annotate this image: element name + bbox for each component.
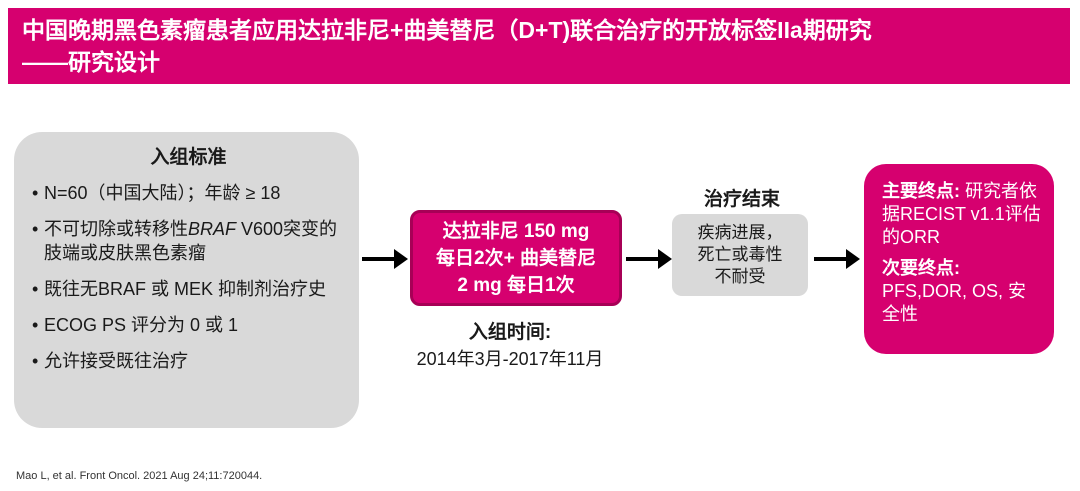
treatment-box: 达拉非尼 150 mg 每日2次+ 曲美替尼 2 mg 每日1次 xyxy=(410,210,622,306)
slide-header: 中国晚期黑色素瘤患者应用达拉非尼+曲美替尼（D+T)联合治疗的开放标签IIa期研… xyxy=(8,8,1070,84)
gene-name: BRAF xyxy=(188,219,237,239)
treatment-line-2: 每日2次+ 曲美替尼 xyxy=(436,247,596,269)
treatment-end-line-3: 不耐受 xyxy=(714,267,766,286)
treatment-line-1: 达拉非尼 150 mg xyxy=(442,220,590,242)
primary-endpoint-label: 主要终点: xyxy=(882,181,960,201)
arrow-end-to-endpoints xyxy=(814,249,860,269)
secondary-endpoint-label: 次要终点: xyxy=(882,258,960,278)
criteria-item-prior-inhibitor: 既往无BRAF 或 MEK 抑制剂治疗史 xyxy=(32,277,345,301)
inclusion-criteria-title: 入组标准 xyxy=(150,147,227,168)
arrow-criteria-to-treatment xyxy=(362,249,408,269)
criteria-item-ecog: ECOG PS 评分为 0 或 1 xyxy=(32,313,345,337)
treatment-end-title: 治疗结束 xyxy=(703,189,780,210)
enrollment-label: 入组时间: xyxy=(468,322,552,343)
inclusion-criteria-list: N=60（中国大陆）；年龄 ≥ 18 不可切除或转移性BRAF V600突变的肢… xyxy=(32,181,345,373)
treatment-end-line-2: 死亡或毒性 xyxy=(697,245,783,264)
primary-endpoint: 主要终点: 研究者依据RECIST v1.1评估的ORR xyxy=(882,180,1044,249)
citation: Mao L, et al. Front Oncol. 2021 Aug 24;1… xyxy=(16,470,263,482)
enrollment-dates: 2014年3月-2017年11月 xyxy=(416,349,604,369)
treatment-line-3: 2 mg 每日1次 xyxy=(457,274,575,296)
slide-title-line2: ——研究设计 xyxy=(22,49,160,75)
treatment-end-line-1: 疾病进展， xyxy=(697,223,783,242)
criteria-item-text: 不可切除或转移性 xyxy=(44,219,188,239)
criteria-item-population: N=60（中国大陆）；年龄 ≥ 18 xyxy=(32,181,345,205)
treatment-end-box: 疾病进展， 死亡或毒性 不耐受 xyxy=(672,214,808,296)
secondary-endpoint-text: PFS,DOR, OS, 安全性 xyxy=(882,281,1027,324)
arrow-treatment-to-end xyxy=(626,249,672,269)
criteria-item-braf-mutation: 不可切除或转移性BRAF V600突变的肢端或皮肤黑色素瘤 xyxy=(32,217,345,265)
secondary-endpoint: 次要终点: PFS,DOR, OS, 安全性 xyxy=(882,257,1044,326)
slide-title-line1: 中国晚期黑色素瘤患者应用达拉非尼+曲美替尼（D+T)联合治疗的开放标签IIa期研… xyxy=(22,17,872,43)
criteria-item-text: V600突变的肢端或皮肤黑色素瘤 xyxy=(44,219,338,263)
enrollment-period: 入组时间: 2014年3月-2017年11月 xyxy=(380,320,640,372)
criteria-item-prior-therapy: 允许接受既往治疗 xyxy=(32,349,345,373)
endpoints-box: 主要终点: 研究者依据RECIST v1.1评估的ORR 次要终点: PFS,D… xyxy=(864,164,1054,354)
inclusion-criteria-box: 入组标准 N=60（中国大陆）；年龄 ≥ 18 不可切除或转移性BRAF V60… xyxy=(14,132,359,428)
primary-endpoint-text: 研究者依据RECIST v1.1评估的ORR xyxy=(882,181,1041,247)
